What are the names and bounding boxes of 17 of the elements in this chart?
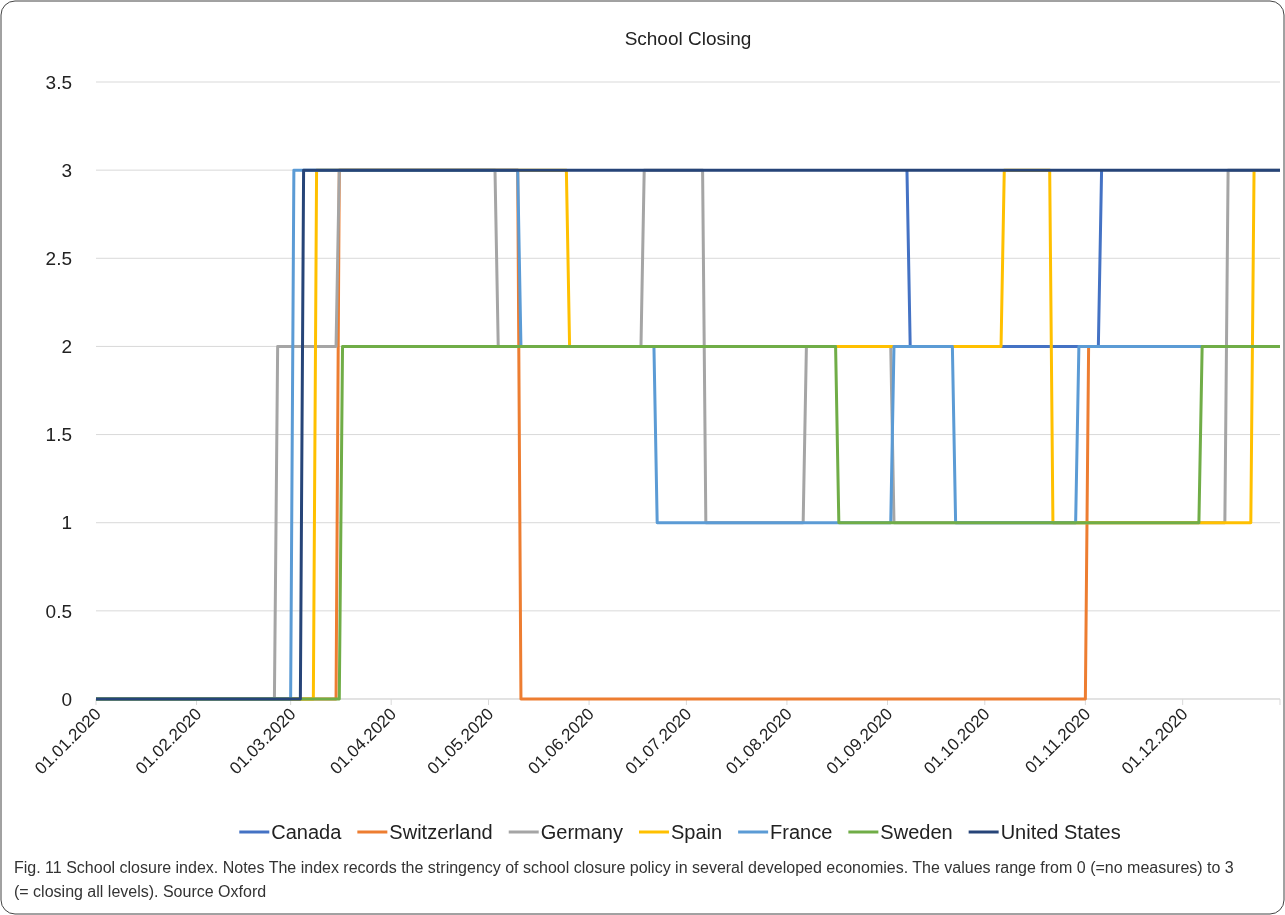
y-tick-label: 0.5 — [45, 600, 72, 622]
y-tick-label: 3 — [61, 159, 72, 181]
legend-label: Switzerland — [389, 821, 493, 843]
y-tick-label: 3.5 — [45, 71, 72, 93]
y-tick-label: 0 — [61, 688, 72, 710]
y-tick-label: 1 — [61, 512, 72, 534]
chart-title: School Closing — [624, 28, 752, 49]
legend-label: Spain — [670, 821, 723, 843]
y-tick-label: 2 — [61, 336, 72, 358]
legend-label: Germany — [540, 821, 623, 843]
legend-label: France — [770, 821, 833, 843]
legend-label: Canada — [271, 821, 343, 843]
y-tick-label: 1.5 — [45, 424, 72, 446]
y-tick-label: 2.5 — [45, 247, 72, 269]
legend-label: Sweden — [880, 821, 953, 843]
legend-label: United States — [1000, 821, 1121, 843]
caption: Fig. 11 School closure index. Notes The index records the stringency of school closure policy in several developed economies. The values range from 0 (=no measures) to 3 (= closing all levels). Source Oxford — [14, 859, 1234, 900]
